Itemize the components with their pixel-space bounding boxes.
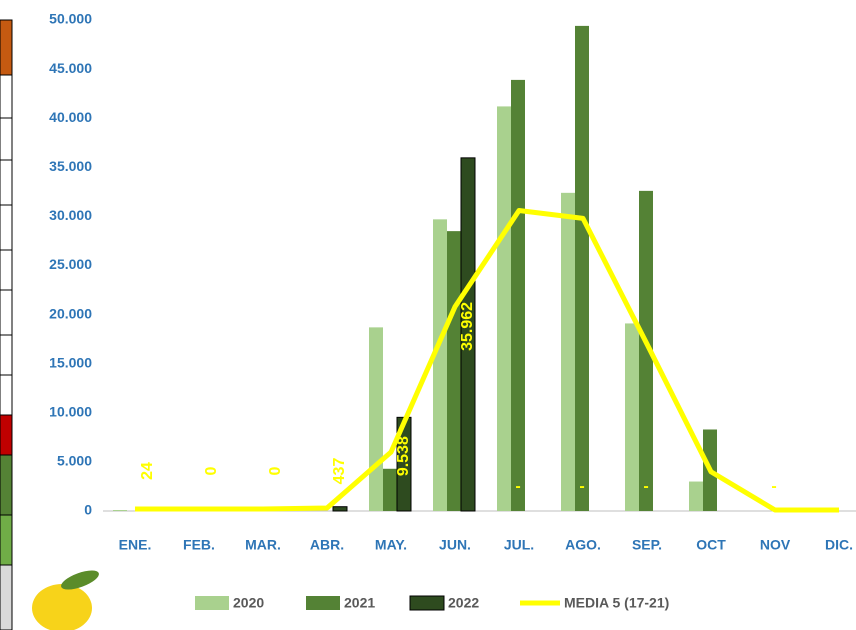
value-label: 9.538 xyxy=(395,436,412,476)
y-tick-label: 35.000 xyxy=(49,158,92,174)
value-label: 437 xyxy=(331,458,348,485)
legend-label: MEDIA 5 (17-21) xyxy=(564,595,669,611)
y-tick-label: 0 xyxy=(84,502,92,518)
bar xyxy=(447,231,461,511)
x-tick-label: MAR. xyxy=(245,537,281,553)
x-tick-label: ABR. xyxy=(310,537,344,553)
bar xyxy=(433,219,447,511)
x-tick-label: FEB. xyxy=(183,537,215,553)
bar xyxy=(369,327,383,511)
x-tick-label: SEP. xyxy=(632,537,662,553)
legend-swatch xyxy=(195,596,229,610)
value-label: - xyxy=(579,478,584,495)
bar xyxy=(332,506,348,512)
value-label: - xyxy=(515,478,520,495)
bar xyxy=(460,157,476,512)
bar xyxy=(383,468,397,511)
x-tick-label: JUL. xyxy=(504,537,534,553)
value-label: - xyxy=(643,478,648,495)
bar xyxy=(561,192,575,511)
y-tick-label: 20.000 xyxy=(49,305,92,321)
bar xyxy=(497,106,511,511)
legend-swatch xyxy=(409,595,445,611)
legend-label: 2021 xyxy=(344,595,375,611)
lemon-icon xyxy=(18,566,116,630)
x-tick-label: DIC. xyxy=(825,537,853,553)
legend-label: 2022 xyxy=(448,595,479,611)
cut-table xyxy=(0,19,13,630)
y-tick-label: 40.000 xyxy=(49,109,92,125)
bar xyxy=(625,323,639,511)
y-tick-label: 15.000 xyxy=(49,354,92,370)
y-tick-label: 10.000 xyxy=(49,404,92,420)
y-tick-label: 50.000 xyxy=(49,11,92,27)
bar xyxy=(639,190,653,512)
y-tick-label: 30.000 xyxy=(49,207,92,223)
x-tick-label: MAY. xyxy=(375,537,407,553)
value-label: 0 xyxy=(203,466,220,475)
legend-swatch xyxy=(306,596,340,610)
x-tick-label: ENE. xyxy=(119,537,152,553)
bar xyxy=(689,481,703,511)
value-label: 24 xyxy=(139,462,156,480)
x-tick-label: NOV xyxy=(760,537,791,553)
x-tick-label: AGO. xyxy=(565,537,601,553)
x-tick-label: JUN. xyxy=(439,537,471,553)
bar xyxy=(511,79,525,511)
bar xyxy=(113,510,127,511)
y-tick-label: 5.000 xyxy=(57,453,92,469)
value-label: 35.962 xyxy=(459,302,476,351)
y-tick-label: 45.000 xyxy=(49,60,92,76)
legend-label: 2020 xyxy=(233,595,264,611)
value-label: 0 xyxy=(267,466,284,475)
value-label: - xyxy=(771,478,776,495)
line-series xyxy=(135,208,839,513)
x-tick-label: OCT xyxy=(696,537,726,553)
y-tick-label: 25.000 xyxy=(49,256,92,272)
bar xyxy=(575,25,589,512)
